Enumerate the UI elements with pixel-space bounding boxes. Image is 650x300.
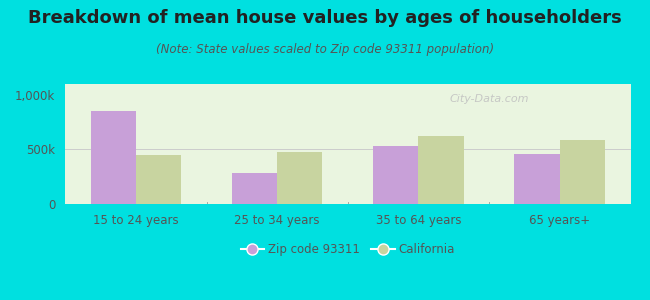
Bar <box>136 155 181 204</box>
Bar <box>373 146 419 204</box>
Bar <box>419 136 463 204</box>
Text: City-Data.com: City-Data.com <box>450 94 529 103</box>
Text: Breakdown of mean house values by ages of householders: Breakdown of mean house values by ages o… <box>28 9 622 27</box>
Bar <box>277 152 322 204</box>
Legend: Zip code 93311, California: Zip code 93311, California <box>236 238 460 260</box>
Bar <box>232 173 277 204</box>
Text: (Note: State values scaled to Zip code 93311 population): (Note: State values scaled to Zip code 9… <box>156 44 494 56</box>
Bar <box>560 140 604 204</box>
Bar <box>514 154 560 204</box>
Bar <box>91 111 136 204</box>
